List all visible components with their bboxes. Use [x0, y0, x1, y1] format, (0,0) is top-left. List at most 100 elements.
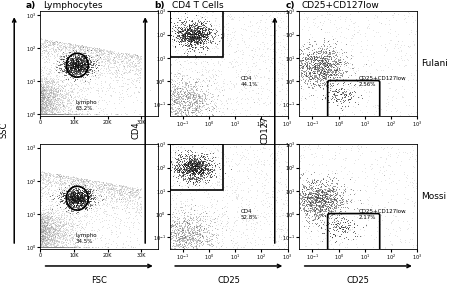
Point: [184, 32, 192, 37]
Point: [59, 84, 66, 89]
Point: [211, 226, 219, 231]
Point: [354, 232, 361, 236]
Point: [294, 61, 302, 65]
Point: [310, 54, 318, 59]
Point: [260, 42, 268, 47]
Point: [87, 199, 95, 204]
Point: [73, 70, 80, 75]
Point: [82, 51, 90, 55]
Point: [69, 223, 76, 227]
Point: [38, 93, 46, 98]
Point: [82, 63, 90, 68]
Point: [37, 245, 45, 249]
Point: [300, 188, 308, 193]
Point: [213, 198, 220, 202]
Point: [299, 64, 307, 69]
Point: [191, 166, 199, 171]
Point: [137, 187, 144, 192]
Point: [179, 239, 186, 244]
Point: [56, 112, 64, 116]
Point: [66, 66, 73, 70]
Point: [340, 60, 348, 64]
Point: [41, 94, 49, 99]
Point: [42, 84, 50, 89]
Point: [202, 35, 210, 39]
Point: [323, 63, 330, 67]
Point: [128, 188, 135, 193]
Point: [328, 84, 336, 89]
Point: [169, 98, 176, 102]
Point: [314, 213, 321, 218]
Point: [176, 236, 183, 241]
Point: [198, 33, 206, 38]
Point: [71, 112, 78, 116]
Point: [156, 100, 164, 105]
Point: [83, 183, 91, 187]
Point: [189, 95, 196, 99]
Point: [71, 73, 78, 78]
Point: [102, 69, 109, 73]
Point: [169, 222, 176, 227]
Point: [387, 192, 395, 197]
Point: [46, 245, 53, 249]
Point: [367, 148, 374, 153]
Point: [92, 71, 100, 76]
Point: [311, 39, 319, 43]
Point: [218, 110, 226, 114]
Point: [47, 245, 55, 249]
Point: [71, 94, 79, 99]
Point: [79, 197, 86, 201]
Point: [322, 76, 330, 80]
Point: [75, 204, 83, 209]
Point: [214, 59, 222, 64]
Point: [201, 156, 209, 161]
Point: [318, 198, 326, 203]
Point: [65, 67, 73, 72]
Point: [325, 196, 332, 200]
Point: [301, 63, 308, 67]
Point: [177, 112, 184, 117]
Point: [300, 47, 308, 52]
Point: [61, 108, 69, 112]
Point: [333, 71, 341, 76]
Point: [44, 222, 52, 227]
Point: [297, 192, 304, 197]
Point: [316, 188, 324, 192]
Point: [59, 190, 67, 195]
Point: [47, 112, 55, 116]
Point: [210, 105, 217, 110]
Point: [232, 150, 239, 154]
Point: [185, 177, 193, 182]
Point: [62, 66, 69, 71]
Point: [43, 232, 50, 236]
Point: [74, 57, 82, 61]
Point: [57, 61, 64, 66]
Point: [301, 241, 309, 245]
Point: [189, 218, 197, 223]
Point: [172, 236, 180, 241]
Point: [64, 96, 72, 101]
Point: [265, 76, 273, 81]
Point: [69, 206, 76, 211]
Point: [38, 85, 46, 90]
Point: [214, 106, 222, 110]
Point: [190, 238, 197, 242]
Point: [259, 89, 266, 94]
Point: [49, 176, 56, 181]
Point: [188, 229, 196, 233]
Point: [87, 192, 95, 197]
Point: [66, 204, 74, 209]
Point: [68, 202, 76, 207]
Point: [185, 157, 192, 161]
Point: [313, 55, 321, 59]
Point: [277, 170, 284, 175]
Point: [178, 35, 186, 39]
Point: [179, 235, 187, 239]
Point: [38, 106, 46, 110]
Point: [83, 180, 91, 185]
Point: [49, 105, 56, 110]
Point: [315, 49, 323, 53]
Point: [94, 85, 102, 90]
Point: [47, 112, 55, 116]
Point: [61, 112, 68, 116]
